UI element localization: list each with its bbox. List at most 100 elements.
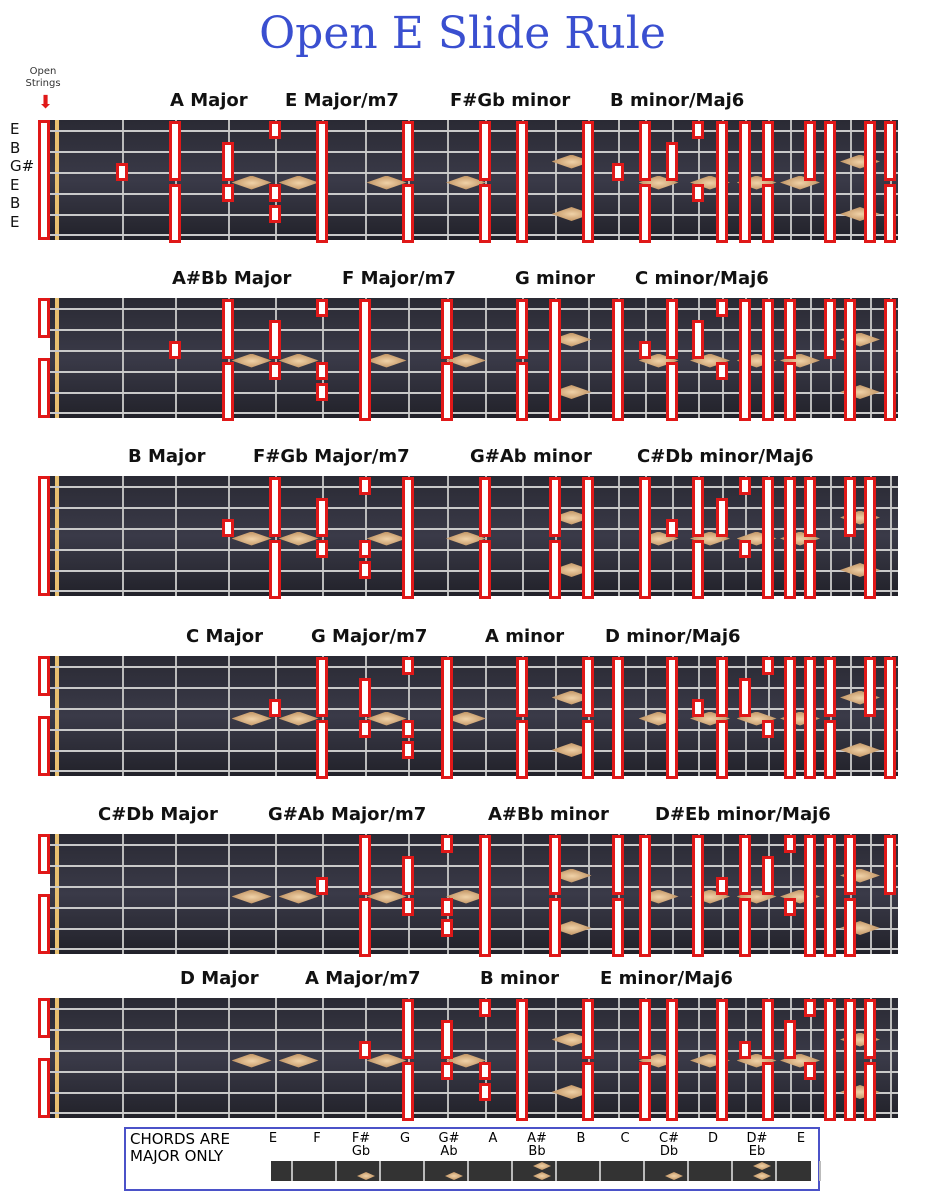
legend: CHORDS ARE MAJOR ONLY E F F# Gb G G# Ab A A# Bb B C…: [124, 1127, 821, 1191]
legend-note: E: [789, 1132, 813, 1145]
chord-position-marker: [824, 657, 836, 717]
string: [50, 570, 898, 572]
chord-position-marker: [824, 299, 836, 359]
note-name: F: [313, 1131, 321, 1146]
chord-position-marker: [269, 477, 281, 537]
chord-label: D#Eb minor/Maj6: [655, 804, 831, 825]
fret: [588, 298, 590, 418]
fret: [423, 1161, 425, 1181]
chord-label: B minor/Maj6: [610, 90, 745, 111]
fret: [228, 656, 230, 776]
fret: [830, 476, 832, 596]
inlay-marker: [446, 175, 486, 190]
legend-note: B: [569, 1132, 593, 1145]
open-strings-marker: [38, 120, 50, 240]
chord-position-marker: [716, 720, 728, 779]
fret: [555, 998, 557, 1118]
chord-position-marker: [359, 720, 371, 738]
fret: [55, 656, 59, 776]
fret: [599, 1161, 601, 1181]
inlay-marker: [753, 1172, 771, 1180]
chord-label: G#Ab Major/m7: [268, 804, 427, 825]
chord-position-marker: [316, 383, 328, 401]
inlay-marker: [231, 711, 272, 726]
chord-position-marker: [692, 477, 704, 537]
legend-note: F: [305, 1132, 329, 1145]
chord-position-marker: [762, 657, 774, 675]
inlay-marker: [278, 353, 319, 368]
chord-position-marker: [316, 877, 328, 895]
string: [50, 329, 898, 331]
fret: [618, 998, 620, 1118]
fret: [365, 120, 367, 240]
fret: [122, 998, 124, 1118]
fret: [335, 1161, 337, 1181]
string: [50, 907, 898, 909]
chord-position-marker: [549, 835, 561, 895]
chord-position-marker: [441, 1062, 453, 1080]
inlay-marker: [551, 332, 592, 347]
chord-position-marker: [359, 561, 371, 579]
legend-note: D: [701, 1132, 725, 1145]
chord-position-marker: [169, 341, 181, 359]
chord-position-marker: [884, 299, 896, 421]
string: [50, 687, 898, 689]
fret: [819, 1161, 821, 1181]
open-strings-marker: [38, 476, 50, 596]
fret: [175, 656, 177, 776]
open-strings-marker: [38, 834, 50, 874]
chord-label: G minor: [515, 268, 596, 289]
string: [50, 234, 898, 236]
arrow-down-icon: ⬇: [38, 92, 54, 113]
chord-position-marker: [359, 1041, 371, 1059]
inlay-marker: [533, 1172, 551, 1180]
legend-note: C# Db: [657, 1132, 681, 1158]
chord-position-marker: [516, 121, 528, 243]
chord-position-marker: [222, 519, 234, 537]
inlay-marker: [446, 353, 486, 368]
legend-note: G: [393, 1132, 417, 1145]
fret: [275, 834, 277, 954]
string: [50, 844, 898, 846]
chord-label: A#Bb Major: [172, 268, 292, 289]
chord-position-marker: [716, 498, 728, 537]
chord-position-marker: [582, 1062, 594, 1121]
chord-position-marker: [479, 540, 491, 599]
string: [50, 130, 898, 132]
chord-position-marker: [269, 320, 281, 359]
chord-label: F#Gb minor: [450, 90, 571, 111]
open-strings-marker: [38, 998, 50, 1038]
chord-position-marker: [549, 540, 561, 599]
fret: [379, 1161, 381, 1181]
string: [50, 666, 898, 668]
chord-position-marker: [269, 362, 281, 380]
open-strings-marker: [38, 298, 50, 338]
note-name: E: [796, 1131, 806, 1146]
chord-position-marker: [739, 477, 751, 495]
string: [50, 865, 898, 867]
fretboard: [50, 998, 898, 1121]
fret: [522, 476, 524, 596]
string: [50, 151, 898, 153]
chord-position-marker: [692, 121, 704, 139]
chord-position-marker: [402, 999, 414, 1059]
legend-note: G# Ab: [437, 1132, 461, 1158]
chord-position-marker: [784, 657, 796, 779]
chord-position-marker: [269, 540, 281, 599]
chord-position-marker: [269, 699, 281, 717]
fretboard: [50, 120, 898, 243]
chord-position-marker: [402, 184, 414, 243]
note-alt-name: Eb: [748, 1144, 766, 1159]
chord-position-marker: [762, 184, 774, 243]
note-name: C: [620, 1131, 630, 1146]
chord-position-marker: [739, 835, 751, 895]
fret: [55, 120, 59, 240]
inlay-marker: [366, 353, 407, 368]
chord-position-marker: [169, 184, 181, 243]
chord-position-marker: [441, 299, 453, 359]
chord-position-marker: [824, 121, 836, 243]
chord-position-marker: [402, 477, 414, 599]
inlay-marker: [231, 889, 272, 904]
chord-position-marker: [479, 121, 491, 181]
chord-position-marker: [692, 320, 704, 359]
